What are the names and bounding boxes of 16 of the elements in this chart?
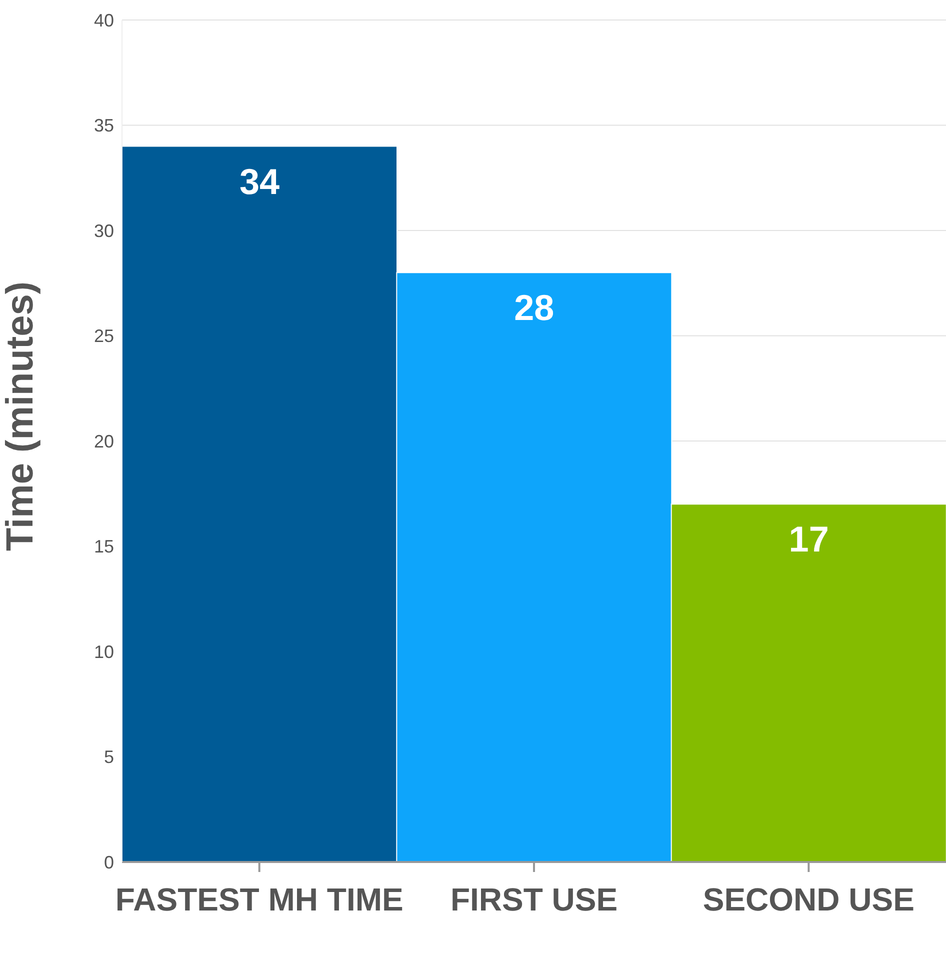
y-tick-label: 15 bbox=[94, 536, 114, 557]
y-axis-title: Time (minutes) bbox=[0, 281, 42, 551]
y-tick-label: 35 bbox=[94, 116, 114, 136]
y-tick-label: 0 bbox=[104, 852, 114, 872]
data-label: 28 bbox=[514, 287, 554, 328]
y-tick-label: 40 bbox=[94, 10, 114, 30]
y-tick-label: 30 bbox=[94, 220, 114, 241]
data-label: 17 bbox=[788, 518, 829, 560]
x-tick-label: SECOND USE bbox=[702, 882, 914, 918]
x-tick-label: FIRST USE bbox=[450, 882, 618, 918]
data-label: 34 bbox=[239, 160, 280, 202]
x-tick-label: FASTEST MH TIME bbox=[115, 882, 404, 918]
y-tick-label: 20 bbox=[94, 431, 114, 452]
y-tick-label: 5 bbox=[104, 747, 114, 768]
y-tick-label: 25 bbox=[94, 326, 114, 346]
y-tick-label: 10 bbox=[94, 642, 114, 662]
